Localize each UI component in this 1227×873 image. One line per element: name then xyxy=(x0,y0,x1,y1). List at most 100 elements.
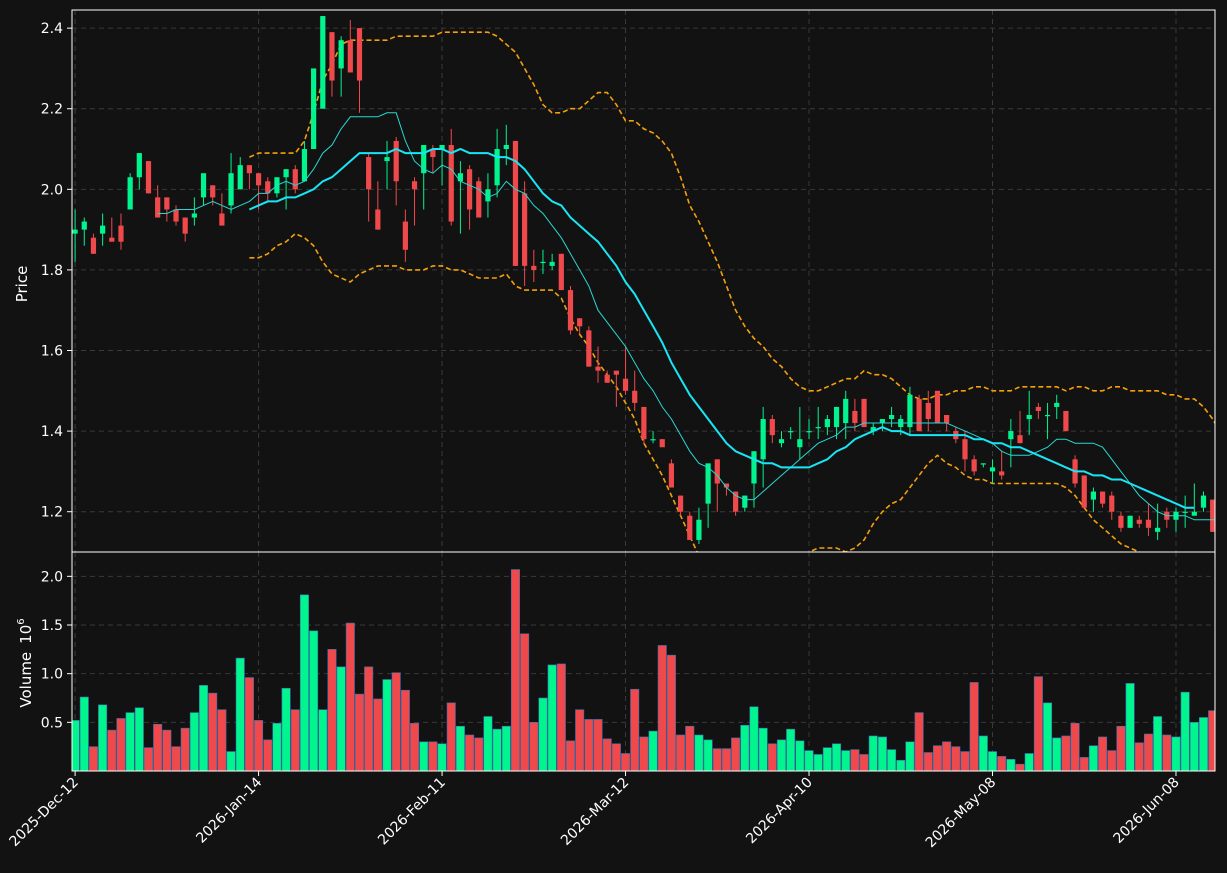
price-y-tick-label: 2.4 xyxy=(41,21,63,37)
candle-body xyxy=(1145,519,1152,528)
volume-bar xyxy=(822,747,832,771)
candle xyxy=(577,318,583,335)
candle xyxy=(989,459,996,484)
volume-y-tick-label: 0.5 xyxy=(41,715,63,731)
volume-bar xyxy=(978,735,988,771)
candle xyxy=(1127,515,1133,528)
candle xyxy=(173,205,179,226)
volume-bar xyxy=(932,745,942,771)
volume-y-tick-label: 1.0 xyxy=(41,667,63,683)
candle xyxy=(723,483,730,496)
candle xyxy=(1155,503,1161,540)
candle-body xyxy=(164,197,170,210)
volume-bar xyxy=(336,666,346,771)
candle-body xyxy=(1191,511,1197,516)
candle-body xyxy=(100,225,106,234)
volume-axis-label: Volume xyxy=(17,652,35,708)
candle-body xyxy=(457,173,464,182)
volume-bar xyxy=(868,735,878,771)
lower-band-line xyxy=(249,232,1141,552)
candle-body xyxy=(1099,491,1106,504)
candle-body xyxy=(1090,491,1097,500)
volume-bar xyxy=(235,657,245,771)
candle-body xyxy=(604,374,610,383)
volume-bar xyxy=(969,682,979,771)
volume-bar xyxy=(896,759,906,771)
candle xyxy=(155,185,161,218)
volume-bar xyxy=(676,734,686,771)
candle xyxy=(705,463,711,528)
candle-body xyxy=(613,370,619,375)
candle xyxy=(659,439,665,448)
volume-bar xyxy=(850,749,860,771)
candle-body xyxy=(384,157,390,162)
candle xyxy=(1054,394,1060,420)
upper-band-line xyxy=(249,31,1215,425)
candle xyxy=(485,173,491,218)
volume-bar xyxy=(887,749,897,771)
candle-body xyxy=(182,217,188,234)
candle xyxy=(145,161,152,194)
volume-axis-exponent-power: 6 xyxy=(16,618,27,624)
candle xyxy=(1136,515,1142,528)
volume-bar xyxy=(1143,733,1153,771)
candle xyxy=(1210,499,1215,532)
volume-bar xyxy=(538,697,548,771)
volume-bar xyxy=(143,747,153,771)
candle xyxy=(338,36,344,97)
volume-bar xyxy=(721,748,731,771)
candle xyxy=(861,398,867,428)
candle xyxy=(311,68,317,150)
volume-bar xyxy=(914,712,924,771)
candle xyxy=(237,157,243,190)
candle-body xyxy=(549,261,555,266)
volume-bar xyxy=(290,709,300,771)
volume-bar xyxy=(529,722,539,771)
volume-y-tick-label: 2.0 xyxy=(41,569,63,585)
candle-body xyxy=(742,495,748,508)
ma-long-line xyxy=(248,147,1195,509)
candle-body xyxy=(476,181,482,218)
candle xyxy=(1081,475,1087,508)
volume-bar xyxy=(208,692,218,771)
candle xyxy=(448,128,454,226)
candle xyxy=(1026,390,1032,436)
candle xyxy=(907,386,913,436)
candle-body xyxy=(558,253,564,291)
candle xyxy=(971,455,977,476)
volume-bar xyxy=(98,704,108,771)
candle-body xyxy=(228,173,234,206)
candle xyxy=(72,209,78,262)
candle-body xyxy=(255,173,262,186)
volume-bar xyxy=(1189,722,1199,771)
volume-bar xyxy=(116,718,126,771)
candle-body xyxy=(1210,499,1215,532)
candle-body xyxy=(586,330,592,367)
candle-body xyxy=(1035,406,1041,411)
candle xyxy=(246,165,253,190)
volume-bar xyxy=(813,754,823,771)
volume-bar xyxy=(758,727,768,771)
candle-body xyxy=(237,165,243,190)
price-y-tick-label: 1.2 xyxy=(41,505,63,521)
candle xyxy=(622,346,629,395)
candle xyxy=(604,370,610,383)
volume-bar xyxy=(575,709,585,771)
volume-bar xyxy=(804,750,814,771)
candle-body xyxy=(503,144,509,150)
candle xyxy=(742,495,748,512)
candle xyxy=(751,451,757,508)
volume-panel-frame xyxy=(71,551,1216,772)
candle-body xyxy=(320,16,326,109)
candle xyxy=(265,177,271,202)
volume-bar xyxy=(419,741,429,771)
volume-bar xyxy=(345,622,355,771)
candle-body xyxy=(127,177,133,210)
candle-body xyxy=(421,144,427,174)
candle xyxy=(632,370,638,411)
candle-body xyxy=(155,197,161,218)
volume-bar xyxy=(877,736,887,771)
candle-body xyxy=(1155,527,1161,532)
candle-body xyxy=(1127,515,1133,528)
